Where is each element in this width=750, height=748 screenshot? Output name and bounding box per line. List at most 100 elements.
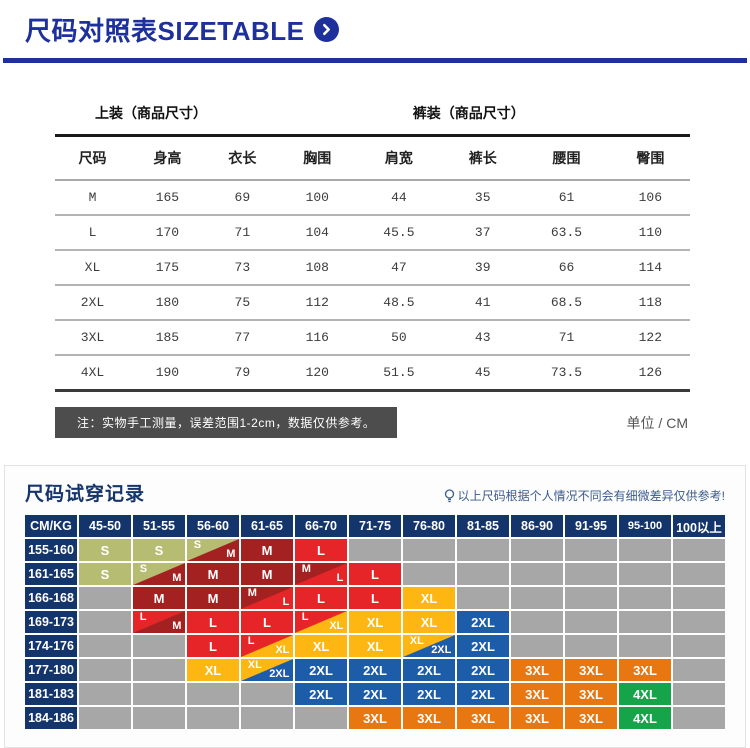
fit-cell-empty <box>565 635 617 657</box>
size-cell: 175 <box>129 250 205 286</box>
weight-column-header: 95-100 <box>619 515 671 537</box>
split-size-top: S <box>193 539 202 551</box>
fit-cell: 2XL <box>403 659 455 681</box>
fit-cell-empty <box>79 707 131 729</box>
height-row-label: 181-183 <box>25 683 77 705</box>
weight-column-header: 45-50 <box>79 515 131 537</box>
weight-column-header: 76-80 <box>403 515 455 537</box>
size-row: 3XL 185 77 116 50 43 71 122 <box>55 320 690 356</box>
fit-chart-tip-text: 以上尺码根据个人情况不同会有细微差异仅供参考! <box>457 489 725 503</box>
size-cell: 116 <box>279 320 355 356</box>
height-row-label: 169-173 <box>25 611 77 633</box>
fit-cell: 2XL <box>457 611 509 633</box>
split-size-bottom: M <box>226 548 236 560</box>
group-header-tops: 上装（商品尺寸） <box>55 97 355 137</box>
column-header: 臀围 <box>610 135 690 181</box>
weight-column-header: 100以上 <box>673 515 725 537</box>
split-size-top: L <box>139 611 147 623</box>
fit-cell: L <box>349 587 401 609</box>
size-cell: M <box>55 180 130 216</box>
size-row: XL 175 73 108 47 39 66 114 <box>55 250 690 286</box>
split-size-bottom: 2XL <box>269 668 290 680</box>
fit-cell: 3XL <box>511 659 563 681</box>
size-cell: 37 <box>443 215 523 251</box>
fit-cell-empty <box>133 683 185 705</box>
fit-chart-grid: CM/KG 45-50 51-55 56-60 61-65 66-70 71-75 76-80… <box>25 515 725 729</box>
fit-cell: 2XL <box>349 659 401 681</box>
size-cell: 47 <box>354 250 444 286</box>
size-cell: XL <box>55 250 130 286</box>
height-row-label: 184-186 <box>25 707 77 729</box>
measure-note: 注：实物手工测量，误差范围1-2cm，数据仅供参考。 <box>55 407 398 438</box>
size-cell: 50 <box>354 320 444 356</box>
fit-cell-empty <box>133 659 185 681</box>
fit-cell-empty <box>511 611 563 633</box>
height-row-label: 177-180 <box>25 659 77 681</box>
fit-cell: 3XL <box>565 683 617 705</box>
split-size-top: M <box>247 587 257 599</box>
size-cell: 39 <box>443 250 523 286</box>
size-cell: 110 <box>610 215 690 251</box>
height-row-label: 161-165 <box>25 563 77 585</box>
weight-column-header: 56-60 <box>187 515 239 537</box>
fit-cell-empty <box>187 707 239 729</box>
fit-cell-empty <box>403 563 455 585</box>
fit-cell-empty <box>673 563 725 585</box>
size-cell: 165 <box>129 180 205 216</box>
split-size-top: XL <box>247 659 262 671</box>
split-size-top: XL <box>409 635 424 647</box>
split-size-bottom: XL <box>329 620 344 632</box>
fit-cell: 3XL <box>565 707 617 729</box>
size-cell: 68.5 <box>522 285 611 321</box>
fit-cell-empty <box>403 539 455 561</box>
size-cell: 2XL <box>55 285 130 321</box>
header-divider <box>3 58 747 63</box>
fit-cell: S <box>79 539 131 561</box>
fit-cell-empty <box>79 635 131 657</box>
size-cell: 66 <box>522 250 611 286</box>
size-cell: 4XL <box>55 355 130 392</box>
fit-cell-empty <box>79 683 131 705</box>
size-cell: 126 <box>610 355 690 392</box>
fit-cell: M <box>241 563 293 585</box>
weight-column-header: 66-70 <box>295 515 347 537</box>
split-size-top: L <box>247 635 255 647</box>
size-table-section: 上装（商品尺寸） 裤装（商品尺寸） 尺码 身高 衣长 胸围 肩宽 裤长 腰围 臀围 M 165 69 1… <box>55 97 690 438</box>
size-row: 2XL 180 75 112 48.5 41 68.5 118 <box>55 285 690 321</box>
split-size-bottom: L <box>336 572 344 584</box>
fit-chart-panel: 尺码试穿记录 以上尺码根据个人情况不同会有细微差异仅供参考! CM/KG 45-5… <box>4 465 746 748</box>
size-cell: 118 <box>610 285 690 321</box>
fit-cell: L <box>187 611 239 633</box>
bulb-icon <box>444 488 454 502</box>
split-size-bottom: L <box>282 596 290 608</box>
fit-cell: 2XL <box>457 683 509 705</box>
size-cell: 120 <box>279 355 355 392</box>
size-cell: 71 <box>204 215 280 251</box>
size-row: 4XL 190 79 120 51.5 45 73.5 126 <box>55 355 690 392</box>
fit-cell-empty <box>349 539 401 561</box>
split-size-bottom: 2XL <box>431 644 452 656</box>
size-cell: 51.5 <box>354 355 444 392</box>
fit-cell-empty <box>79 659 131 681</box>
fit-cell-empty <box>457 539 509 561</box>
size-cell: 44 <box>354 180 444 216</box>
fit-cell-empty <box>565 587 617 609</box>
height-row-label: 174-176 <box>25 635 77 657</box>
page-title-text: 尺码对照表SIZETABLE <box>25 15 305 46</box>
fit-cell-empty <box>619 611 671 633</box>
fit-cell: 2XL <box>295 683 347 705</box>
fit-cell-empty <box>457 587 509 609</box>
page-header: 尺码对照表SIZETABLE <box>0 0 750 58</box>
column-header: 裤长 <box>443 135 523 181</box>
fit-cell: XL <box>349 635 401 657</box>
size-cell: 75 <box>204 285 280 321</box>
weight-column-header: 71-75 <box>349 515 401 537</box>
fit-cell-empty <box>79 611 131 633</box>
size-cell: 106 <box>610 180 690 216</box>
fit-cell-empty <box>565 563 617 585</box>
fit-cell: 4XL <box>619 683 671 705</box>
